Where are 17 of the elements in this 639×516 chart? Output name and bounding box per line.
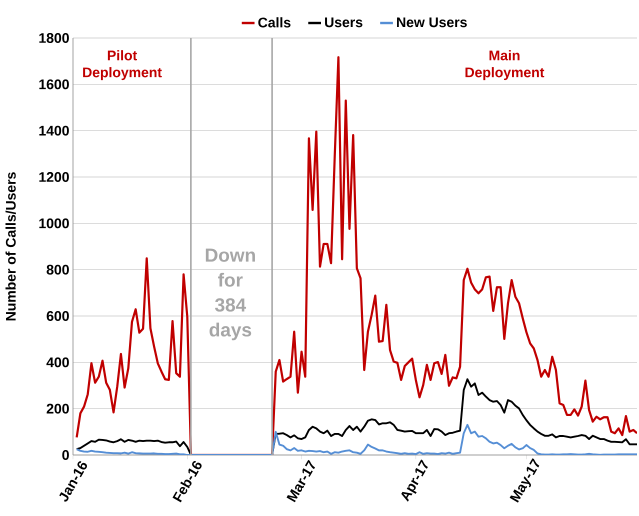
- y-tick-label: 0: [62, 450, 69, 460]
- y-tick-label: 1200: [39, 172, 69, 182]
- y-tick-label: 800: [46, 264, 69, 275]
- annotation: Pilot Deployment: [83, 50, 162, 80]
- y-axis-title: Number of Calls/Users: [6, 172, 16, 320]
- legend-label: Users: [325, 17, 362, 28]
- legend-label: New Users: [397, 17, 467, 28]
- y-tick-label: 1800: [39, 33, 69, 43]
- annotation: Main Deployment: [465, 50, 544, 80]
- y-tick-label: 1000: [39, 218, 69, 228]
- legend-label: Calls: [258, 17, 290, 28]
- y-tick-label: 200: [46, 404, 69, 414]
- y-tick-label: 600: [46, 311, 69, 321]
- y-tick-label: 1600: [39, 79, 69, 90]
- y-tick-label: 400: [46, 357, 69, 368]
- y-tick-label: 1400: [39, 126, 69, 136]
- annotation: Down for 384 days: [206, 248, 255, 340]
